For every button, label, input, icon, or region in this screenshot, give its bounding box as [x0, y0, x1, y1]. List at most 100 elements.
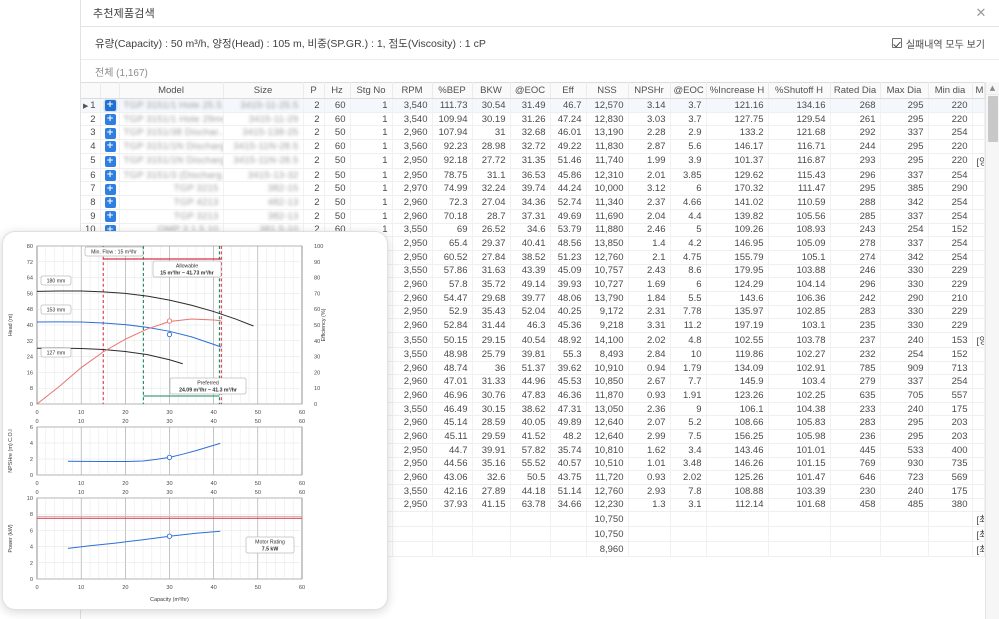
column-header-increase-h[interactable]: %Increase H — [706, 82, 769, 99]
hz-cell: 50 — [324, 181, 351, 197]
rpm-cell: 3,550 — [392, 332, 433, 348]
scroll-up-arrow[interactable]: ▲ — [986, 82, 999, 95]
eoc-bkw-cell — [510, 511, 551, 528]
rpm-cell: 2,950 — [392, 153, 433, 169]
expand-row-icon[interactable]: + — [104, 127, 116, 139]
rated-dia-cell: 230 — [830, 484, 881, 499]
min-dia-cell: 254 — [928, 209, 973, 224]
min-dia-cell: 254 — [928, 374, 973, 390]
min-dia-cell: 569 — [928, 470, 973, 485]
table-row[interactable]: 15+25012,96054.4729.6839.7748.0613,7901.… — [81, 291, 985, 306]
table-vertical-scrollbar[interactable]: ▲ — [985, 82, 999, 619]
expand-row-icon[interactable]: + — [104, 100, 116, 112]
expand-row-icon[interactable]: + — [104, 155, 116, 167]
expand-cell[interactable]: + — [100, 209, 120, 224]
bkw-cell — [472, 541, 511, 558]
checkbox-icon[interactable] — [891, 38, 902, 48]
rated-dia-cell: 283 — [830, 305, 881, 320]
eoc-npshr-cell: 7.7 — [670, 374, 707, 390]
expand-row-icon[interactable]: + — [104, 197, 116, 209]
table-row[interactable]: 8 + TGP 4213 482-13 2 50 1 2,960 72.3 27.04 34.36 5… — [81, 195, 985, 210]
stg-no-cell: 1 — [350, 209, 393, 224]
x-tick-label: 10 — [78, 481, 84, 487]
min-dia-cell: 713 — [928, 361, 973, 376]
column-header-model[interactable]: Model — [119, 82, 224, 99]
column-header-rated-dia[interactable]: Rated Dia — [830, 82, 881, 99]
column-header-message[interactable]: MESSAGE — [972, 82, 985, 99]
shutoff-head-cell: 104.38 — [768, 402, 831, 417]
expand-cell[interactable]: + — [100, 139, 120, 154]
table-row[interactable]: 5+TGP 3151/1N Discharg...3415-11N-28.525… — [81, 153, 985, 169]
y2-tick-label: 10 — [314, 386, 320, 392]
impeller-diameter-label: 180 mm — [47, 279, 66, 285]
y2-tick-label: 50 — [314, 323, 320, 329]
eff-cell: 40.25 — [550, 305, 587, 320]
column-header-max-dia[interactable]: Max Dia — [880, 82, 929, 99]
redacted-text: TGP 3215 — [173, 183, 219, 195]
nss-cell: 11,870 — [586, 388, 629, 403]
column-header-size[interactable]: Size — [223, 82, 304, 99]
table-row[interactable]: 2 + TGP 3151/1 Hole 29mm 3415-11-29 2 60 1 3,54… — [81, 112, 985, 127]
column-header-npshr[interactable]: NPSHr — [628, 82, 671, 99]
nss-cell: 12,760 — [586, 484, 629, 499]
expand-row-icon[interactable]: + — [104, 183, 116, 195]
y-axis-label: Power (kW) — [8, 524, 14, 552]
column-header-bkw[interactable]: BKW — [472, 82, 511, 99]
column-header-shutoff-h[interactable]: %Shutoff H — [768, 82, 831, 99]
min-dia-cell: 380 — [928, 498, 973, 513]
eoc-bkw-cell: 50.5 — [510, 470, 551, 485]
stg-no-cell: 1 — [350, 181, 393, 197]
expand-cell[interactable]: + — [100, 168, 120, 183]
table-row[interactable]: 6 + TGP 3151/3 (Discharg... 3415-13-32 2 50 1 2… — [81, 168, 985, 183]
column-header-stg-no[interactable]: Stg No — [350, 82, 393, 99]
stg-no-cell: 1 — [350, 98, 393, 113]
table-row[interactable]: 7 + TGP 3215 382-15 2 50 1 2,970 74.99 32.24 39.74… — [81, 181, 985, 197]
table-row[interactable]: ▶ 1 + TGP 3151/1 Hole 25.5... 3415-11-25.5 2 6… — [81, 98, 985, 113]
expand-cell[interactable]: + — [100, 153, 120, 169]
eff-cell: 52.74 — [550, 195, 587, 210]
table-row[interactable]: 32+10,750[최대값(Max Flow):12.87] 유량 값이 운..… — [81, 526, 985, 543]
column-header-eff[interactable]: Eff — [550, 82, 587, 99]
eff-cell: 49.89 — [550, 415, 587, 431]
table-row[interactable]: 19+26013,55048.9825.7939.8155.38,4932.84… — [81, 347, 985, 362]
table-row[interactable]: 4+ TGP 3151/1N Discharg... 3415-11N-28.5 26… — [81, 139, 985, 154]
column-header-eoc[interactable]: @EOC — [510, 82, 551, 99]
expand-row-icon[interactable]: + — [104, 224, 116, 236]
column-header-hz[interactable]: Hz — [324, 82, 351, 99]
expand-row-icon[interactable]: + — [104, 114, 116, 125]
expand-cell[interactable]: + — [100, 125, 120, 141]
table-row[interactable]: 9 + TGP 3213 382-13 2 50 1 2,960 70.18 28.7 37.31 4… — [81, 209, 985, 224]
expand-row-icon[interactable]: + — [104, 211, 116, 223]
preferred-title: Preferred — [197, 381, 219, 387]
table-row[interactable]: 10 + OMP 3 1.5 10 381.5-10 2 60 1 3,550 69 26.52 3… — [81, 223, 985, 238]
close-icon[interactable]: ✕ — [975, 5, 987, 21]
table-row[interactable]: 3 + TGP 3151/38 Dischar... 3415-138-25 2 50 1 2… — [81, 125, 985, 141]
column-header-p[interactable]: P — [303, 82, 325, 99]
column-header-blank-0[interactable] — [81, 82, 101, 99]
column-header-eoc[interactable]: @EOC — [670, 82, 707, 99]
curve-npshr — [67, 442, 221, 463]
expand-cell[interactable]: + — [100, 181, 120, 197]
column-header-rpm[interactable]: RPM — [392, 82, 433, 99]
expand-cell[interactable]: + — [100, 98, 120, 113]
npshr-cell: 1.69 — [628, 277, 671, 292]
eoc-bkw-cell: 51.37 — [510, 361, 551, 376]
expand-row-icon[interactable]: + — [104, 141, 116, 153]
column-header-min-dia[interactable]: Min dia — [928, 82, 973, 99]
bep-cell: 43.06 — [432, 470, 473, 485]
scrollbar-thumb[interactable] — [988, 96, 998, 142]
bkw-cell: 31.44 — [472, 318, 511, 333]
expand-row-icon[interactable]: + — [104, 170, 116, 181]
redacted-text: TGP 3151/1 Hole 29mm — [123, 113, 223, 125]
size-cell: 3415-11N-28.5 — [223, 139, 304, 154]
eff-cell: 49.69 — [550, 209, 587, 224]
column-header-bep[interactable]: %BEP — [432, 82, 473, 99]
x-tick-label: 60 — [299, 585, 305, 591]
show-all-failures-checkbox[interactable]: 실패내역 모두 보기 — [891, 36, 985, 51]
rated-dia-cell: 458 — [830, 498, 881, 513]
expand-cell[interactable]: + — [100, 112, 120, 127]
column-header-nss[interactable]: NSS — [586, 82, 629, 99]
column-header-blank-1[interactable] — [100, 82, 120, 99]
size-cell: 482-13 — [223, 195, 304, 210]
expand-cell[interactable]: + — [100, 195, 120, 210]
